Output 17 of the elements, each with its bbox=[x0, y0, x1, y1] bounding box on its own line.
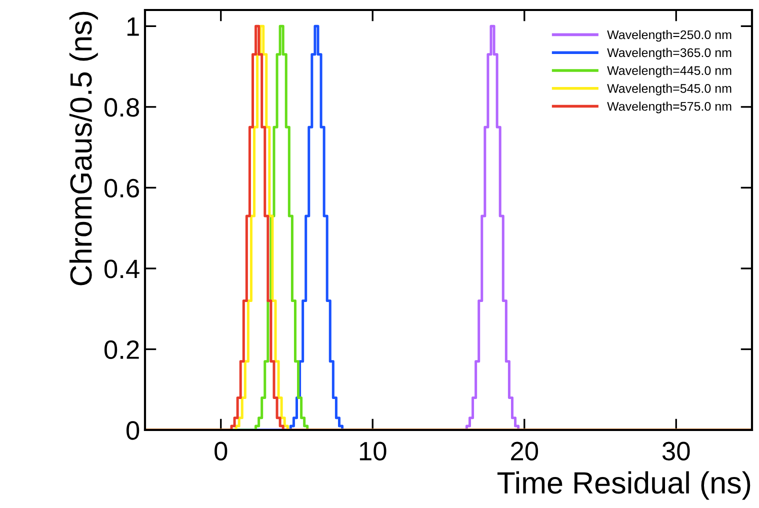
x-tick-label: 30 bbox=[662, 442, 690, 460]
y-tick-label: 0.8 bbox=[104, 98, 139, 117]
legend-label: Wavelength=250.0 nm bbox=[607, 30, 732, 42]
legend-label: Wavelength=445.0 nm bbox=[607, 66, 732, 78]
y-tick-label: 0.2 bbox=[104, 340, 139, 360]
x-tick-label: 20 bbox=[511, 442, 538, 460]
x-tick-label: 10 bbox=[360, 442, 386, 460]
legend-label: Wavelength=365.0 nm bbox=[607, 48, 732, 60]
legend-label: Wavelength=575.0 nm bbox=[607, 102, 732, 114]
y-tick-label: 0.6 bbox=[104, 178, 139, 198]
legend-label: Wavelength=545.0 nm bbox=[607, 84, 732, 96]
x-tick-label: 0 bbox=[214, 442, 228, 460]
y-tick-label: 1 bbox=[127, 18, 139, 36]
y-tick-label: 0.4 bbox=[104, 260, 140, 278]
y-axis-title: ChromGaus/0.5 (ns) bbox=[69, 12, 98, 286]
y-tick-label: 0 bbox=[126, 421, 140, 440]
x-axis-title: Time Residual (ns) bbox=[497, 471, 750, 500]
